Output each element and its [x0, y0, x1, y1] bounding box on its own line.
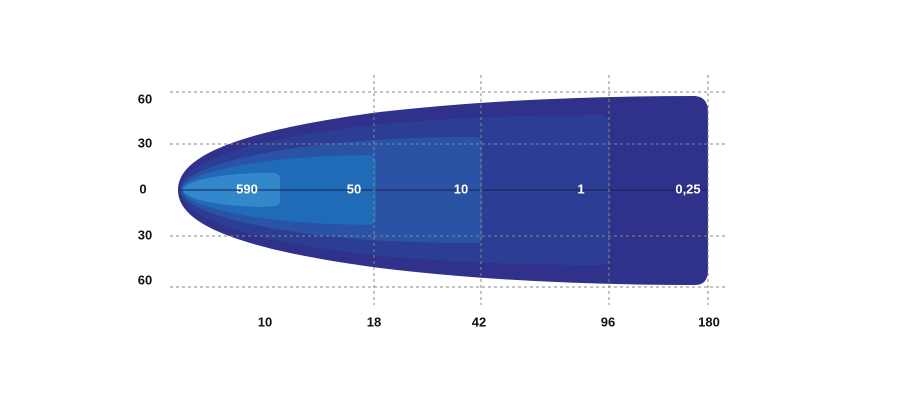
- x-axis: 10 18 42 96 180: [258, 314, 720, 329]
- y-label: 30: [138, 227, 152, 242]
- beam-pattern: [178, 96, 708, 285]
- zone-label: 590: [236, 181, 258, 196]
- zone-labels: 590 50 10 1 0,25: [236, 181, 701, 196]
- x-label: 42: [472, 314, 486, 329]
- x-label: 10: [258, 314, 272, 329]
- y-label: 0: [139, 181, 146, 196]
- zone-label: 50: [347, 181, 361, 196]
- x-label: 18: [367, 314, 381, 329]
- zone-label: 1: [577, 181, 584, 196]
- y-axis: 60 30 0 30 60: [138, 91, 152, 287]
- y-label: 60: [138, 91, 152, 106]
- y-label: 30: [138, 135, 152, 150]
- x-label: 96: [601, 314, 615, 329]
- x-label: 180: [698, 314, 720, 329]
- y-label: 60: [138, 272, 152, 287]
- zone-label: 0,25: [675, 181, 700, 196]
- zone-label: 10: [454, 181, 468, 196]
- grid: [170, 75, 725, 305]
